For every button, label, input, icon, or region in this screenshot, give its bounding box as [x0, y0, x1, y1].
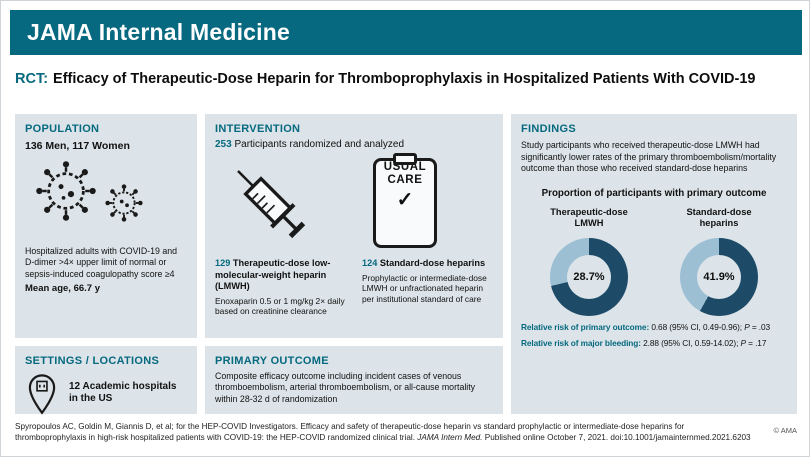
article-title-text: Efficacy of Therapeutic-Dose Heparin for…	[53, 71, 756, 87]
donut-hole	[567, 255, 611, 300]
checkmark-icon: ✓	[396, 189, 414, 212]
arm-standard-detail: Prophylactic or intermediate-dose LMWH o…	[362, 272, 487, 304]
clipboard-text-line2: CARE	[387, 174, 423, 187]
article-title: RCT: Efficacy of Therapeutic-Dose Heparin…	[15, 71, 797, 87]
study-type-tag: RCT:	[15, 71, 49, 87]
chart-title: Proportion of participants with primary …	[541, 187, 767, 199]
population-box: POPULATION 136 Men, 117 Women	[15, 114, 197, 338]
rr-bleeding-value: 2.88 (95% CI, 0.59-14.02);	[640, 338, 741, 349]
rr-primary-p: P	[744, 322, 750, 333]
arm-lmwh: 129 Therapeutic-dose low-molecular-weigh…	[215, 258, 346, 317]
primary-outcome-header: PRIMARY OUTCOME	[215, 355, 329, 367]
donut-therapeutic-value: 28.7%	[573, 271, 605, 284]
rr-primary-ptail: = .03	[749, 322, 771, 333]
population-header: POPULATION	[25, 123, 100, 135]
donut-therapeutic-label: Therapeutic-dose LMWH	[550, 206, 628, 229]
rr-primary-label: Relative risk of primary outcome:	[521, 322, 650, 333]
arm-standard-title: Standard-dose heparins	[379, 258, 486, 268]
intervention-icons: USUAL CARE ✓	[215, 152, 493, 256]
virus-icons	[25, 156, 187, 242]
settings-text: 12 Academic hospitals in the US	[69, 380, 177, 405]
randomized-text: Participants randomized and analyzed	[231, 139, 405, 150]
primary-outcome-text: Composite efficacy outcome including inc…	[215, 371, 476, 404]
rr-primary-value: 0.68 (95% CI, 0.49-0.96);	[649, 322, 745, 333]
citation-journal: JAMA Intern Med.	[417, 433, 483, 443]
arm-standard-label: 124 Standard-dose heparins	[362, 258, 493, 270]
arm-lmwh-detail: Enoxaparin 0.5 or 1 mg/kg 2× daily based…	[215, 295, 345, 317]
citation: Spyropoulos AC, Goldin M, Giannis D, et …	[15, 421, 757, 444]
findings-summary: Study participants who received therapeu…	[521, 140, 777, 174]
rr-bleeding-p: P	[740, 338, 747, 349]
population-description: Hospitalized adults with COVID-19 and D-…	[25, 246, 178, 279]
randomized-count: 253	[215, 139, 232, 150]
coronavirus-icon-small	[105, 184, 143, 222]
population-mean-age: Mean age, 66.7 y	[25, 283, 100, 295]
donut-standard-value: 41.9%	[703, 271, 735, 284]
intervention-box: INTERVENTION 253 Participants randomized…	[205, 114, 503, 338]
donut-chart-therapeutic: 28.7%	[550, 238, 628, 317]
settings-box: SETTINGS / LOCATIONS 12 Academic hospita…	[15, 346, 197, 415]
intervention-header: INTERVENTION	[215, 123, 301, 135]
journal-title: JAMA Internal Medicine	[27, 19, 290, 45]
settings-header: SETTINGS / LOCATIONS	[25, 355, 160, 367]
citation-text: Spyropoulos AC, Goldin M, Giannis D, et …	[15, 422, 685, 443]
relative-risk-bleeding: Relative risk of major bleeding: 2.88 (9…	[521, 338, 787, 348]
donut-hole	[697, 255, 741, 300]
syringe-icon	[237, 170, 306, 239]
location-pin-icon	[28, 374, 56, 415]
journal-banner: JAMA Internal Medicine	[10, 10, 802, 55]
findings-header: FINDINGS	[521, 123, 576, 135]
donut-therapeutic: Therapeutic-dose LMWH 28.7%	[535, 206, 643, 317]
arm-lmwh-title: Therapeutic-dose low-molecular-weight he…	[215, 258, 331, 291]
arm-standard: 124 Standard-dose heparins Prophylactic …	[362, 258, 493, 317]
relative-risk-primary: Relative risk of primary outcome: 0.68 (…	[521, 322, 787, 332]
donut-chart-standard: 41.9%	[680, 238, 758, 317]
population-demographics: 136 Men, 117 Women	[25, 140, 130, 152]
donut-charts: Therapeutic-dose LMWH 28.7% Standard-dos…	[521, 206, 787, 317]
arm-standard-count: 124	[362, 258, 380, 268]
arm-lmwh-label: 129 Therapeutic-dose low-molecular-weigh…	[215, 258, 346, 293]
rr-bleeding-label: Relative risk of major bleeding:	[521, 338, 641, 349]
randomized-line: 253 Participants randomized and analyzed	[215, 139, 493, 150]
citation-doi: Published online October 7, 2021. doi:10…	[482, 433, 751, 443]
copyright: © AMA	[773, 426, 797, 435]
rr-bleeding-ptail: = .17	[745, 338, 767, 349]
clipboard-clip	[393, 153, 417, 165]
coronavirus-icon	[36, 161, 96, 221]
donut-standard: Standard-dose heparins 41.9%	[665, 206, 773, 317]
arm-lmwh-count: 129	[215, 258, 233, 268]
usual-care-clipboard-icon: USUAL CARE ✓	[373, 153, 437, 248]
primary-outcome-box: PRIMARY OUTCOME Composite efficacy outco…	[205, 346, 503, 414]
findings-box: FINDINGS Study participants who received…	[511, 114, 797, 414]
donut-standard-label: Standard-dose heparins	[686, 206, 752, 229]
